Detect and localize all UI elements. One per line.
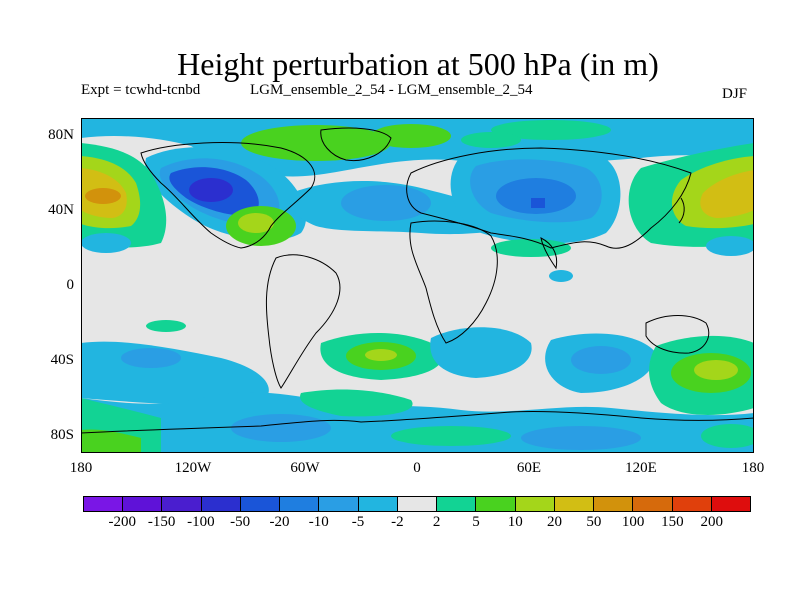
- lat-label-0: 0: [66, 277, 75, 293]
- colorbar-label: -200: [108, 514, 137, 530]
- map-frame: [81, 118, 754, 453]
- colorbar-swatch: [476, 497, 516, 511]
- colorbar-swatch: [280, 497, 320, 511]
- lon-label-120w: 120W: [174, 460, 212, 476]
- contour-siberia-green: [491, 120, 611, 140]
- lon-label-60e: 60E: [516, 460, 542, 476]
- lon-label-60w: 60W: [290, 460, 320, 476]
- colorbar-label: -50: [230, 514, 251, 530]
- colorbar-label: 50: [586, 514, 602, 530]
- coast-africa: [409, 220, 498, 344]
- colorbar-swatch: [358, 497, 398, 511]
- colorbar-label: -150: [147, 514, 176, 530]
- contour-arctic-green: [371, 124, 451, 148]
- coast-antarctica: [81, 410, 754, 434]
- colorbar-swatch: [633, 497, 673, 511]
- coast-eurasia: [406, 147, 692, 249]
- lat-label-80s: 80S: [50, 427, 74, 443]
- colorbar-swatch: [319, 497, 359, 511]
- colorbar-swatch: [123, 497, 163, 511]
- colorbar-label: -10: [308, 514, 329, 530]
- colorbar-swatch: [240, 497, 281, 511]
- colorbar-swatch: [554, 497, 595, 511]
- colorbar-label: 5: [472, 514, 480, 530]
- season-label: DJF: [722, 86, 748, 102]
- colorbar-label: 2: [432, 514, 441, 530]
- colorbar: [83, 496, 751, 512]
- colorbar-label: 200: [700, 514, 723, 530]
- lon-label-180-right: 180: [741, 460, 765, 476]
- colorbar-swatch: [397, 497, 438, 511]
- colorbar-swatch: [711, 497, 750, 511]
- colorbar-swatch: [84, 497, 124, 511]
- coast-north-america: [140, 142, 316, 249]
- map-title: Height perturbation at 500 hPa (in m): [177, 46, 659, 82]
- colorbar-swatch: [162, 497, 202, 511]
- colorbar-swatch: [672, 497, 712, 511]
- lon-label-180-left: 180: [69, 460, 93, 476]
- lat-label-40n: 40N: [48, 202, 74, 218]
- lon-label-0: 0: [413, 460, 421, 476]
- contour-greenland-green: [241, 125, 391, 161]
- contour-fill-layer: [81, 118, 754, 453]
- lat-label-40s: 40S: [50, 352, 74, 368]
- lon-label-120e: 120E: [625, 460, 657, 476]
- colorbar-swatch: [201, 497, 241, 511]
- coast-greenland: [320, 127, 392, 162]
- colorbar-label: -2: [391, 514, 404, 530]
- colorbar-label: 10: [507, 514, 523, 530]
- coast-australia: [645, 315, 710, 354]
- lat-label-80n: 80N: [48, 127, 74, 143]
- colorbar-label: -5: [351, 514, 365, 530]
- colorbar-label: 100: [621, 514, 645, 530]
- experiment-label: Expt = tcwhd-tcnbd: [81, 82, 201, 98]
- coastlines: [81, 127, 754, 434]
- colorbar-swatch: [437, 497, 477, 511]
- colorbar-label: -20: [269, 514, 290, 530]
- colorbar-swatch: [594, 497, 634, 511]
- runs-label: LGM_ensemble_2_54 - LGM_ensemble_2_54: [250, 82, 533, 98]
- colorbar-label: 20: [547, 514, 563, 530]
- coast-south-america: [265, 254, 341, 389]
- height-perturbation-map: [81, 118, 754, 453]
- colorbar-label: 150: [661, 514, 684, 530]
- colorbar-label: -100: [187, 514, 215, 530]
- colorbar-swatch: [515, 497, 555, 511]
